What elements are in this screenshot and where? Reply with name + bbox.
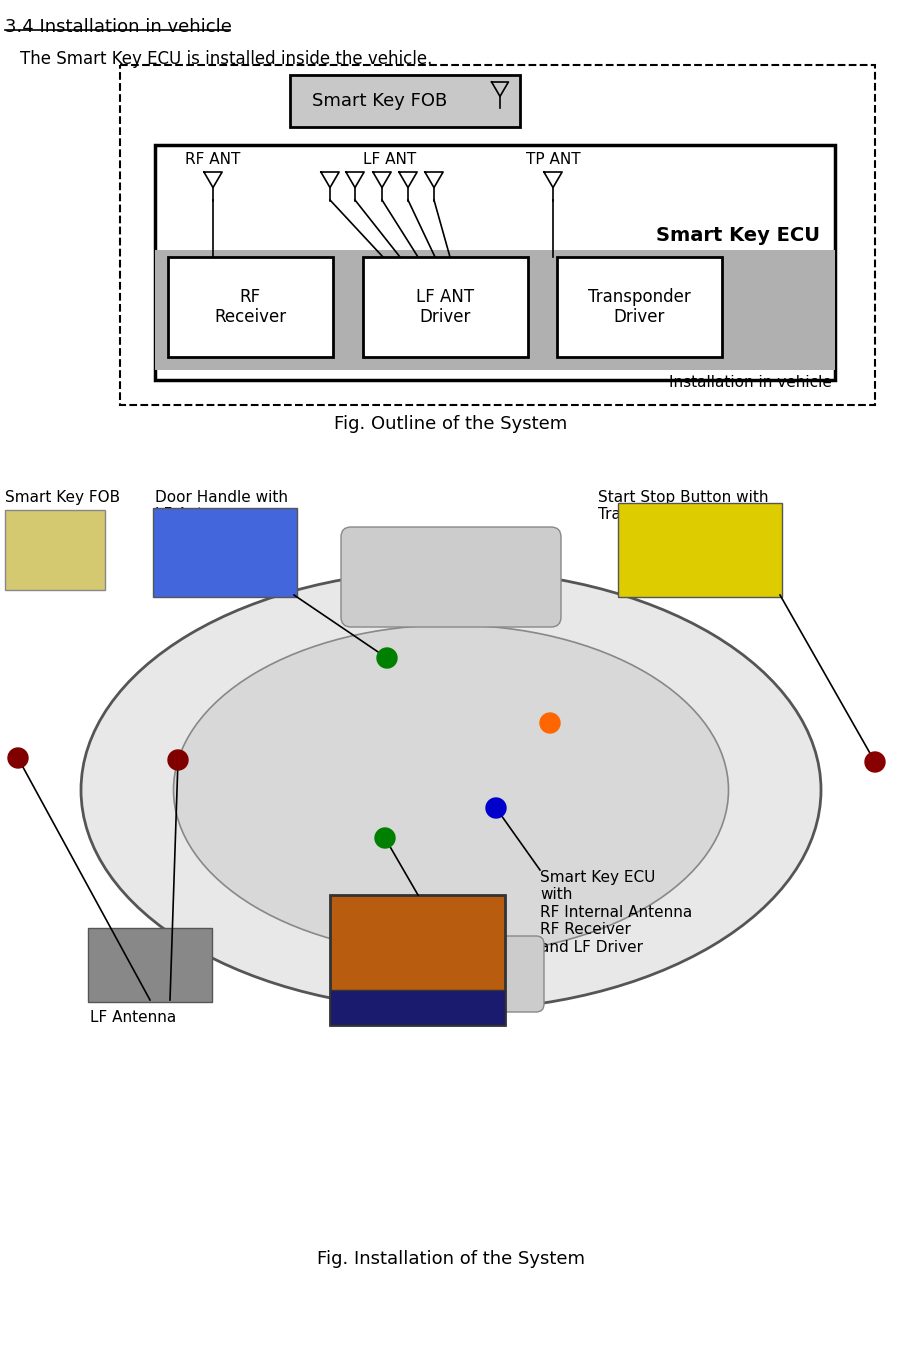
Text: Door
Handle: Door Handle [207,541,243,562]
FancyBboxPatch shape [330,895,505,1025]
Text: Installation in vehicle: Installation in vehicle [669,375,832,390]
Text: LF
Ant: LF Ant [142,954,159,976]
Circle shape [377,648,397,667]
Ellipse shape [81,571,821,1010]
Text: RF
Receiver: RF Receiver [214,288,286,326]
Text: Smart Key ECU
with
RF Internal Antenna
RF Receiver
and LF Driver: Smart Key ECU with RF Internal Antenna R… [540,870,692,954]
FancyBboxPatch shape [168,257,333,358]
FancyBboxPatch shape [153,508,297,597]
Text: The Smart Key ECU is installed inside the vehicle.: The Smart Key ECU is installed inside th… [20,51,432,68]
Text: KEY
FOB: KEY FOB [45,539,65,561]
Text: LF Antenna: LF Antenna [90,1010,176,1025]
FancyBboxPatch shape [330,990,505,1025]
Circle shape [168,749,188,770]
Circle shape [486,799,506,818]
Text: 3.4 Installation in vehicle: 3.4 Installation in vehicle [5,18,232,35]
Text: Transponder
Driver: Transponder Driver [587,288,690,326]
FancyBboxPatch shape [363,257,528,358]
Circle shape [865,752,885,773]
Circle shape [8,748,28,768]
Text: Smart Key FOB: Smart Key FOB [5,490,120,505]
FancyBboxPatch shape [358,936,544,1011]
Text: Smart Key ECU: Smart Key ECU [656,225,820,244]
Text: LF ANT: LF ANT [364,152,417,167]
FancyBboxPatch shape [5,511,105,590]
FancyBboxPatch shape [618,502,782,597]
FancyBboxPatch shape [155,145,835,379]
FancyBboxPatch shape [341,527,561,627]
Ellipse shape [173,625,729,956]
FancyBboxPatch shape [557,257,722,358]
Text: Start Stop Button with
Transponder Antenna: Start Stop Button with Transponder Anten… [598,490,769,523]
Text: Smart Key FOB: Smart Key FOB [312,91,447,111]
Text: Fig. Outline of the System: Fig. Outline of the System [335,415,567,433]
Text: Door Handle with
LF Antenna: Door Handle with LF Antenna [155,490,288,523]
Text: Fig. Installation of the System: Fig. Installation of the System [317,1250,585,1268]
Text: Start Stop
Button: Start Stop Button [676,539,724,561]
Circle shape [375,829,395,848]
FancyBboxPatch shape [88,928,212,1002]
Text: RF ANT: RF ANT [185,152,241,167]
Text: TP ANT: TP ANT [526,152,580,167]
FancyBboxPatch shape [155,250,835,370]
FancyBboxPatch shape [290,75,520,127]
Text: LF ANT
Driver: LF ANT Driver [416,288,474,326]
Circle shape [540,713,560,733]
